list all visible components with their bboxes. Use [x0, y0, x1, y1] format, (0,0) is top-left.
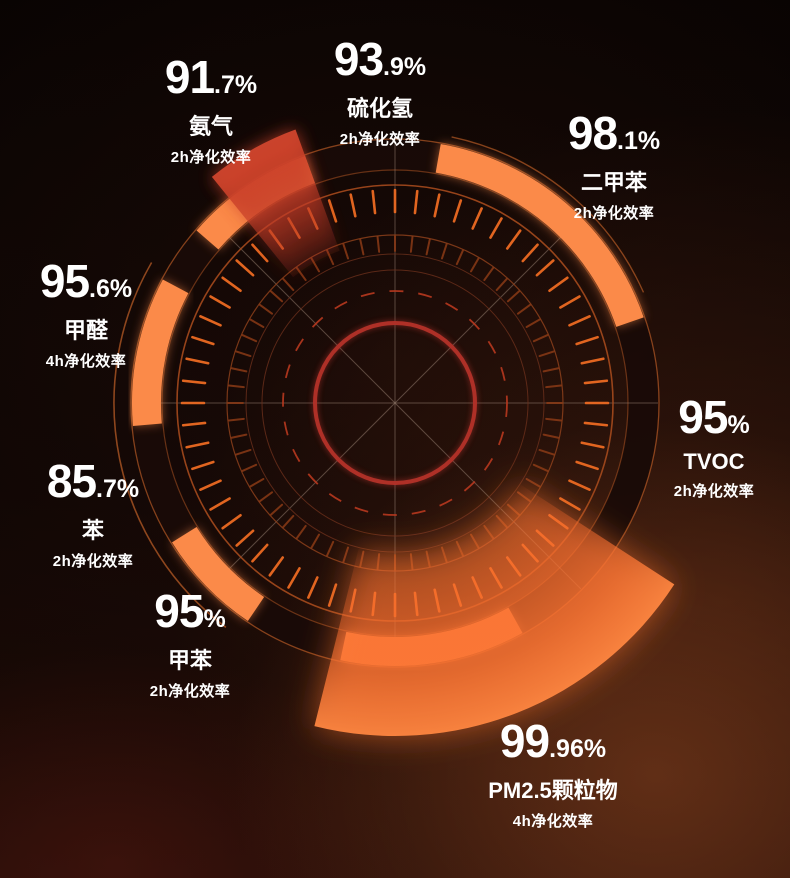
- value-main: 95: [39, 255, 90, 307]
- pollutant-label-hydrogen-sulfide: 93.9% 硫化氢 2h净化效率: [334, 36, 426, 149]
- pollutant-name: TVOC: [683, 449, 745, 474]
- pollutant-name: 硫化氢: [346, 96, 414, 121]
- pollutant-name: 甲苯: [167, 648, 213, 673]
- value-suffix: .96%: [549, 735, 607, 763]
- value-main: 95: [154, 585, 204, 637]
- pollutant-value: 91.7%: [165, 54, 257, 100]
- pollutant-label-xylene: 98.1% 二甲苯 2h净化效率: [568, 110, 660, 223]
- pollutant-duration: 2h净化效率: [170, 149, 252, 166]
- value-suffix: .7%: [96, 475, 140, 503]
- pollutant-name: PM2.5颗粒物: [488, 778, 618, 803]
- value-suffix: .7%: [214, 71, 258, 99]
- value-main: 91: [164, 51, 215, 103]
- ammonia-highlight-wedge: [211, 129, 340, 278]
- pollutant-duration: 2h净化效率: [149, 683, 231, 700]
- pollutant-name: 苯: [81, 518, 105, 543]
- value-suffix: %: [727, 411, 750, 439]
- pollutant-duration: 2h净化效率: [573, 205, 655, 222]
- pollutant-label-pm25: 99.96% PM2.5颗粒物 4h净化效率: [488, 718, 618, 831]
- value-suffix: .6%: [89, 275, 133, 303]
- value-suffix: .1%: [617, 127, 661, 155]
- pollutant-duration: 2h净化效率: [339, 131, 421, 148]
- value-suffix: %: [203, 605, 226, 633]
- pollutant-duration: 2h净化效率: [673, 483, 755, 500]
- value-main: 99: [499, 715, 550, 767]
- value-main: 93: [333, 33, 384, 85]
- value-main: 85: [46, 455, 97, 507]
- pollutant-duration: 2h净化效率: [52, 553, 134, 570]
- pollutant-value: 99.96%: [488, 718, 618, 764]
- value-suffix: .9%: [383, 53, 427, 81]
- pollutant-duration: 4h净化效率: [45, 353, 127, 370]
- pollutant-value: 93.9%: [334, 36, 426, 82]
- pollutant-label-formaldehyde: 95.6% 甲醛 4h净化效率: [40, 258, 132, 371]
- pollutant-label-tvoc: 95% TVOC 2h净化效率: [674, 394, 755, 501]
- pollutant-name: 二甲苯: [580, 170, 648, 195]
- pollutant-value: 85.7%: [47, 458, 139, 504]
- pollutant-value: 98.1%: [568, 110, 660, 156]
- pm25-highlight-wedge: [314, 484, 675, 737]
- pollutant-name: 甲醛: [63, 318, 109, 343]
- grid-circles: [176, 184, 614, 622]
- pollutant-value: 95%: [674, 394, 755, 440]
- value-main: 95: [678, 391, 728, 443]
- value-main: 98: [567, 107, 618, 159]
- pollutant-value: 95%: [150, 588, 231, 634]
- pollutant-name: 氨气: [188, 114, 234, 139]
- pollutant-label-toluene: 95% 甲苯 2h净化效率: [150, 588, 231, 701]
- pollutant-value: 95.6%: [40, 258, 132, 304]
- outer-thin-arcs: [113, 136, 645, 629]
- pollutant-label-ammonia: 91.7% 氨气 2h净化效率: [165, 54, 257, 167]
- pollutant-label-benzene: 85.7% 苯 2h净化效率: [47, 458, 139, 571]
- pollutant-duration: 4h净化效率: [512, 813, 594, 830]
